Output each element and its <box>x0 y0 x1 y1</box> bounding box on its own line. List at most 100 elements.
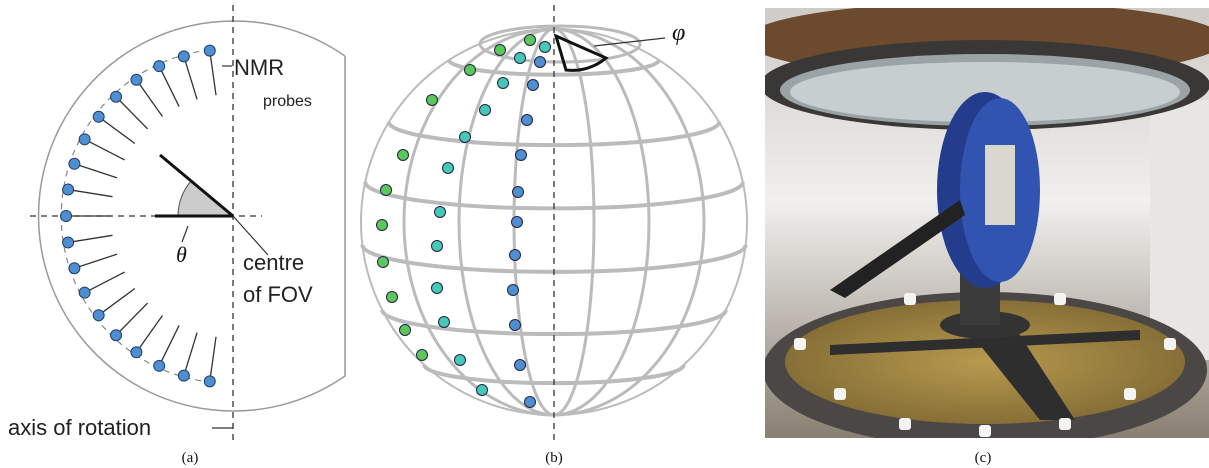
figure: NMR probes θ centre of FOV axis of rotat… <box>0 0 1209 468</box>
probe <box>443 163 454 174</box>
probe-stem <box>85 272 125 293</box>
probe-stem <box>85 139 125 160</box>
caption-a: (a) <box>182 450 199 466</box>
probe <box>69 158 80 169</box>
peg <box>794 338 806 350</box>
probe <box>204 376 215 387</box>
probe <box>427 95 438 106</box>
probe <box>515 360 526 371</box>
probe <box>525 35 536 46</box>
probe-stem <box>159 325 179 365</box>
longitude <box>554 29 649 415</box>
peg <box>904 293 916 305</box>
probe <box>79 134 90 145</box>
peg <box>1124 388 1136 400</box>
longitude <box>554 29 704 415</box>
probe <box>512 217 523 228</box>
probe <box>417 350 428 361</box>
probe <box>204 45 215 56</box>
probe-stem <box>99 117 135 144</box>
probe <box>510 320 521 331</box>
probe <box>435 207 446 218</box>
probe <box>498 78 509 89</box>
probe <box>432 283 443 294</box>
panel-b: φ (b) <box>361 5 747 466</box>
peg <box>1164 338 1176 350</box>
probe <box>535 57 546 68</box>
peg <box>899 418 911 430</box>
probe <box>93 310 104 321</box>
longitude <box>554 29 594 415</box>
probe <box>432 241 443 252</box>
probe <box>513 187 524 198</box>
probe <box>154 61 165 72</box>
probe <box>93 111 104 122</box>
label-of-fov: of FOV <box>243 282 313 307</box>
probe <box>381 185 392 196</box>
probe <box>515 53 526 64</box>
probe <box>154 360 165 371</box>
probe <box>439 317 450 328</box>
probe <box>378 257 389 268</box>
label-axis: axis of rotation <box>8 415 151 440</box>
label-probes: probes <box>263 93 312 110</box>
device-label <box>985 145 1015 225</box>
probe <box>387 292 398 303</box>
probe <box>111 330 122 341</box>
label-phi: φ <box>672 20 685 46</box>
caption-b: (b) <box>545 450 563 466</box>
label-centre: centre <box>243 250 304 275</box>
photo <box>745 2 1209 448</box>
probe <box>398 150 409 161</box>
probe <box>131 74 142 85</box>
peg <box>1059 418 1071 430</box>
probe <box>61 211 72 222</box>
panel-a: NMR probes θ centre of FOV axis of rotat… <box>8 5 345 466</box>
probe <box>69 263 80 274</box>
probe-stem <box>68 190 112 197</box>
probe-stem <box>116 303 148 335</box>
phi-wedge <box>556 36 606 70</box>
probe-stem <box>184 333 197 376</box>
probe <box>540 42 551 53</box>
probe-stem <box>74 254 117 268</box>
probe <box>63 237 74 248</box>
probe-stem <box>136 80 162 117</box>
probe <box>510 250 521 261</box>
probe <box>528 80 539 91</box>
probe-stem <box>116 97 148 129</box>
probe-stem <box>184 56 197 99</box>
probe-stem <box>68 235 112 242</box>
probe <box>460 132 471 143</box>
probe <box>495 45 506 56</box>
probe <box>178 51 189 62</box>
probe-stem <box>136 316 162 353</box>
probe-stem <box>99 288 135 315</box>
probe <box>516 150 527 161</box>
probe-stem <box>159 66 179 106</box>
probe-stem <box>74 164 117 178</box>
probe <box>131 347 142 358</box>
probe <box>477 385 488 396</box>
probe <box>400 325 411 336</box>
probe <box>178 370 189 381</box>
wall-panel <box>1150 100 1209 360</box>
probe-stem <box>210 337 216 382</box>
theta-pointer <box>182 226 188 242</box>
peg <box>834 388 846 400</box>
probe <box>465 65 476 76</box>
probe <box>508 285 519 296</box>
probe <box>63 184 74 195</box>
peg <box>979 425 991 437</box>
probe <box>455 355 466 366</box>
probe <box>79 287 90 298</box>
peg <box>1054 293 1066 305</box>
probe <box>377 220 388 231</box>
probe <box>525 397 536 408</box>
label-theta: θ <box>176 242 187 267</box>
probe-stem <box>210 51 216 96</box>
probe <box>111 91 122 102</box>
probe <box>480 105 491 116</box>
caption-c: (c) <box>975 450 992 466</box>
label-nmr: NMR <box>234 55 284 80</box>
